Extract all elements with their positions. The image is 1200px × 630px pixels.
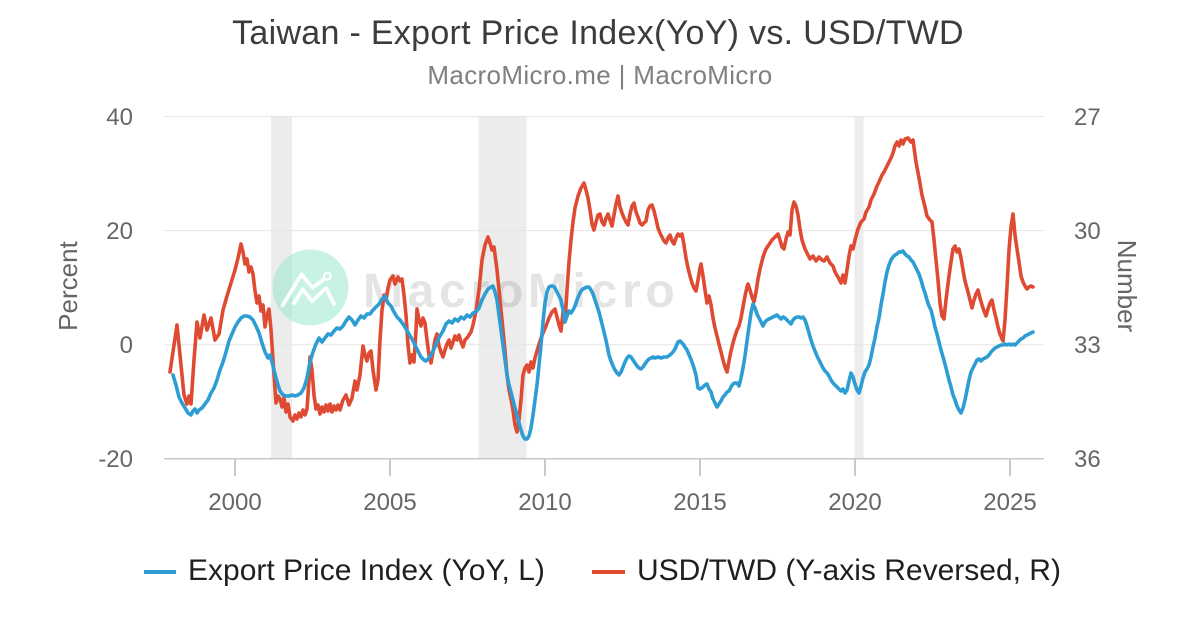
svg-text:MacroMicro: MacroMicro <box>363 265 679 318</box>
